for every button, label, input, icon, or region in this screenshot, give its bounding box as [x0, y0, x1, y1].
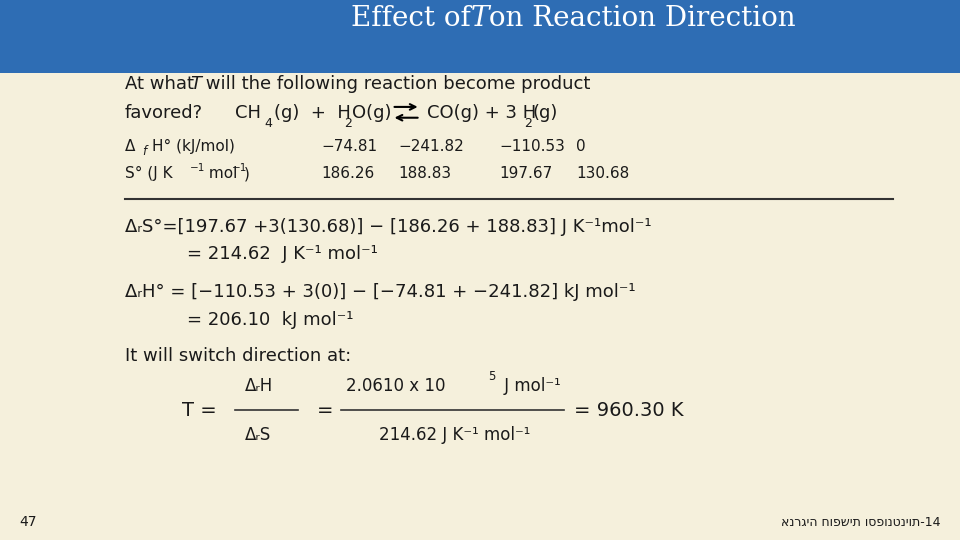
Text: −1: −1 [190, 164, 205, 173]
Text: 5: 5 [488, 370, 495, 383]
Text: J mol⁻¹: J mol⁻¹ [499, 377, 561, 395]
Text: Effect of: Effect of [351, 5, 480, 32]
Text: will the following reaction become product: will the following reaction become produ… [200, 75, 590, 93]
Text: אנרגיה חופשית וספונטניות-14: אנרגיה חופשית וספונטניות-14 [781, 516, 941, 529]
Text: Δ: Δ [125, 139, 135, 154]
Text: ΔᵣS°=[197.67 +3(130.68)] − [186.26 + 188.83] J K⁻¹mol⁻¹: ΔᵣS°=[197.67 +3(130.68)] − [186.26 + 188… [125, 218, 652, 236]
Text: ΔᵣH° = [−110.53 + 3(0)] − [−74.81 + −241.82] kJ mol⁻¹: ΔᵣH° = [−110.53 + 3(0)] − [−74.81 + −241… [125, 282, 636, 301]
Text: −110.53: −110.53 [499, 139, 565, 154]
Text: ΔᵣS: ΔᵣS [245, 426, 271, 444]
Text: on Reaction Direction: on Reaction Direction [480, 5, 796, 32]
Text: 197.67: 197.67 [499, 166, 552, 181]
Text: T: T [190, 75, 201, 93]
Text: 214.62 J K⁻¹ mol⁻¹: 214.62 J K⁻¹ mol⁻¹ [379, 426, 531, 444]
Text: = 206.10  kJ mol⁻¹: = 206.10 kJ mol⁻¹ [187, 310, 353, 329]
Text: S° (J K: S° (J K [125, 166, 173, 181]
Text: (g)  +  H: (g) + H [274, 104, 350, 123]
Text: (g): (g) [533, 104, 558, 123]
Text: 0: 0 [576, 139, 586, 154]
Text: T =: T = [182, 401, 217, 420]
Text: 47: 47 [19, 515, 36, 529]
Text: = 960.30 K: = 960.30 K [574, 401, 684, 420]
Text: −241.82: −241.82 [398, 139, 464, 154]
Text: 4: 4 [264, 117, 272, 130]
Text: It will switch direction at:: It will switch direction at: [125, 347, 351, 366]
Text: T: T [470, 5, 490, 32]
Text: CH: CH [235, 104, 261, 123]
Text: 186.26: 186.26 [322, 166, 374, 181]
Text: 2.0610 x 10: 2.0610 x 10 [346, 377, 445, 395]
Text: CO(g) + 3 H: CO(g) + 3 H [427, 104, 537, 123]
Text: = 214.62  J K⁻¹ mol⁻¹: = 214.62 J K⁻¹ mol⁻¹ [187, 245, 378, 263]
Text: 188.83: 188.83 [398, 166, 451, 181]
Text: mol: mol [204, 166, 237, 181]
FancyBboxPatch shape [0, 0, 960, 73]
Text: ): ) [244, 166, 250, 181]
Text: favored?: favored? [125, 104, 203, 123]
Text: 2: 2 [344, 117, 351, 130]
Text: 2: 2 [524, 117, 532, 130]
Text: =: = [317, 401, 333, 420]
Text: H° (kJ/mol): H° (kJ/mol) [152, 139, 234, 154]
Text: At what: At what [125, 75, 205, 93]
Text: −1: −1 [232, 164, 248, 173]
Text: 130.68: 130.68 [576, 166, 629, 181]
Text: ΔᵣH: ΔᵣH [245, 377, 273, 395]
Text: f: f [142, 145, 146, 158]
Text: O(g): O(g) [352, 104, 392, 123]
Text: −74.81: −74.81 [322, 139, 377, 154]
